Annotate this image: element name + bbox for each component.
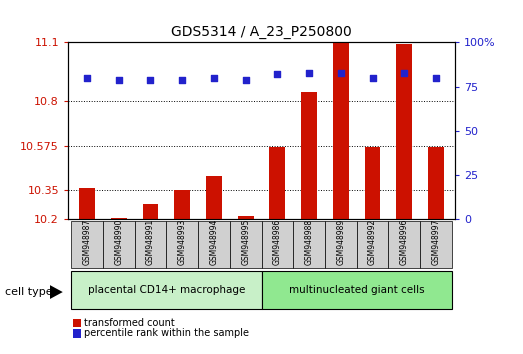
- Text: GSM948993: GSM948993: [178, 218, 187, 265]
- Bar: [365, 147, 380, 219]
- FancyBboxPatch shape: [262, 221, 293, 268]
- Text: GSM948988: GSM948988: [304, 219, 314, 265]
- Bar: [238, 216, 254, 219]
- Text: transformed count: transformed count: [84, 318, 175, 328]
- Point: [368, 75, 377, 81]
- Text: GDS5314 / A_23_P250800: GDS5314 / A_23_P250800: [171, 25, 352, 39]
- Point: [146, 77, 155, 82]
- Text: GSM948994: GSM948994: [209, 218, 219, 265]
- FancyBboxPatch shape: [357, 221, 389, 268]
- Point: [400, 70, 408, 75]
- FancyBboxPatch shape: [71, 271, 262, 309]
- Point: [83, 75, 91, 81]
- FancyBboxPatch shape: [103, 221, 134, 268]
- Text: GSM948997: GSM948997: [431, 218, 440, 265]
- Polygon shape: [50, 285, 63, 299]
- Text: multinucleated giant cells: multinucleated giant cells: [289, 285, 425, 295]
- Point: [115, 77, 123, 82]
- Bar: [333, 42, 349, 219]
- FancyBboxPatch shape: [262, 271, 452, 309]
- Point: [242, 77, 250, 82]
- Bar: [79, 188, 95, 219]
- Bar: [143, 204, 158, 219]
- Text: placental CD14+ macrophage: placental CD14+ macrophage: [88, 285, 245, 295]
- Text: GSM948995: GSM948995: [241, 218, 250, 265]
- Text: GSM948989: GSM948989: [336, 219, 345, 265]
- FancyBboxPatch shape: [420, 221, 452, 268]
- Bar: [174, 190, 190, 219]
- Bar: [111, 217, 127, 219]
- Point: [337, 70, 345, 75]
- Text: GSM948990: GSM948990: [114, 218, 123, 265]
- Point: [273, 72, 281, 77]
- FancyBboxPatch shape: [134, 221, 166, 268]
- Text: GSM948986: GSM948986: [273, 219, 282, 265]
- Text: GSM948987: GSM948987: [83, 219, 92, 265]
- Bar: [269, 147, 285, 219]
- Bar: [206, 176, 222, 219]
- FancyBboxPatch shape: [198, 221, 230, 268]
- Point: [432, 75, 440, 81]
- FancyBboxPatch shape: [71, 221, 103, 268]
- Text: GSM948996: GSM948996: [400, 218, 409, 265]
- Point: [210, 75, 218, 81]
- Bar: [396, 45, 412, 219]
- Text: percentile rank within the sample: percentile rank within the sample: [84, 329, 248, 338]
- Point: [305, 70, 313, 75]
- Bar: [428, 147, 444, 219]
- FancyBboxPatch shape: [389, 221, 420, 268]
- Bar: [301, 92, 317, 219]
- FancyBboxPatch shape: [230, 221, 262, 268]
- Point: [178, 77, 186, 82]
- FancyBboxPatch shape: [166, 221, 198, 268]
- Text: cell type: cell type: [5, 287, 53, 297]
- Text: GSM948991: GSM948991: [146, 219, 155, 265]
- FancyBboxPatch shape: [293, 221, 325, 268]
- Text: GSM948992: GSM948992: [368, 219, 377, 265]
- FancyBboxPatch shape: [325, 221, 357, 268]
